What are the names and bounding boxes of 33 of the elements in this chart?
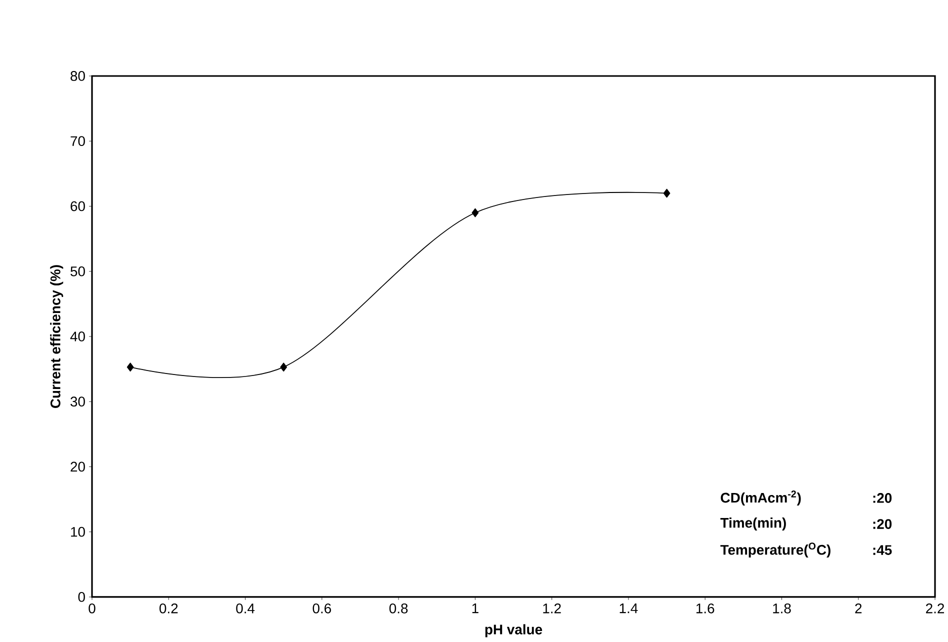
annotation: CD(mAcm$^{-2}$) — [720, 490, 801, 506]
y-tick-label: 60 — [70, 201, 85, 212]
annotation: Time(min) — [720, 518, 786, 531]
annotation: :20 — [873, 519, 892, 529]
x-tick-label: 0.8 — [389, 603, 408, 614]
y-tick-label: 50 — [70, 266, 85, 276]
x-tick-label: 1.2 — [543, 603, 561, 614]
annotation: :20 — [873, 493, 892, 503]
x-tick-label: 2.2 — [926, 603, 944, 614]
x-tick-label: 0 — [88, 603, 96, 614]
point — [663, 188, 670, 198]
x-tick-label: 2 — [855, 603, 862, 614]
annotation: :45 — [873, 545, 892, 555]
point — [126, 362, 134, 372]
x-tick-label: 1.6 — [696, 603, 714, 614]
x-tick-label: 0.4 — [236, 603, 255, 614]
x-tick-label: 1.4 — [620, 603, 638, 614]
x-tick-label: 0.6 — [312, 603, 331, 614]
y-tick-label: 10 — [71, 526, 85, 537]
x-tick-label: 1.8 — [773, 603, 791, 614]
x-tick-label: 1 — [472, 603, 478, 614]
y-tick-label: 70 — [70, 136, 85, 146]
point — [280, 362, 288, 372]
y-tick-label: 80 — [70, 71, 85, 81]
y-tick-label: 40 — [70, 332, 85, 342]
y-tick-label: 30 — [70, 396, 85, 407]
x-tick-label: 0.2 — [159, 603, 178, 614]
y-tick-label: 0 — [78, 592, 85, 602]
point — [472, 208, 479, 218]
y-axis-title: Current efficiency (%) — [50, 265, 64, 408]
y-tick-label: 20 — [70, 462, 85, 472]
x-axis-title: pH value — [485, 624, 542, 638]
annotation: Temperature($^{O}$C) — [720, 542, 830, 558]
